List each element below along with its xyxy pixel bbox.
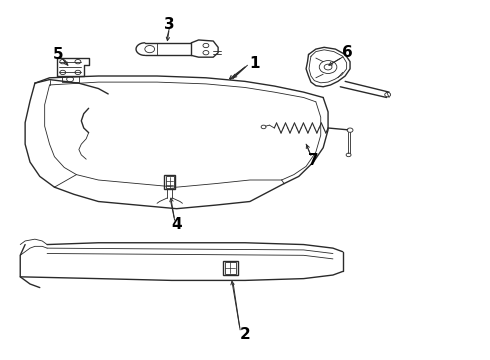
Bar <box>223 261 238 275</box>
Text: 5: 5 <box>53 47 64 62</box>
Bar <box>225 262 236 274</box>
Text: 3: 3 <box>164 17 174 32</box>
Text: 6: 6 <box>342 45 353 60</box>
Bar <box>166 176 173 188</box>
Text: 4: 4 <box>172 217 182 232</box>
Text: 7: 7 <box>308 153 318 168</box>
Bar <box>164 175 175 189</box>
Text: 1: 1 <box>249 56 260 71</box>
Text: 2: 2 <box>240 327 250 342</box>
